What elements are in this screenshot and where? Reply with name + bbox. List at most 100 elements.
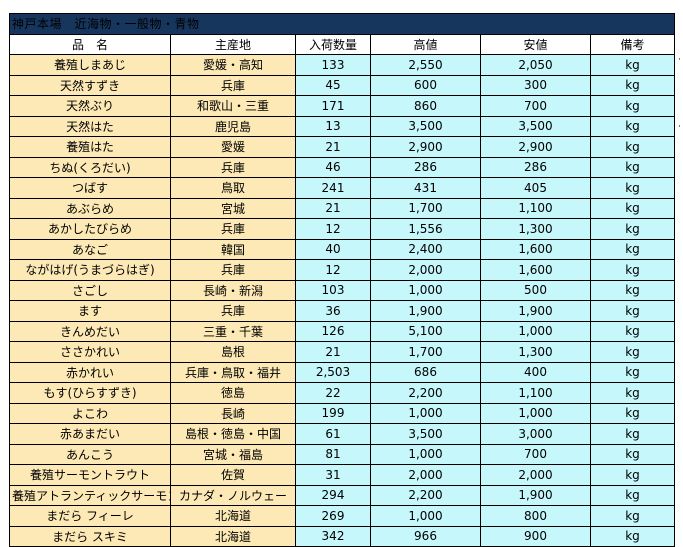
cell-name: あなご bbox=[9, 238, 171, 260]
cell-name: さごし bbox=[9, 279, 171, 301]
market-price-table: 神戸本場 近海物・一般物・青物 品 名 主産地 入荷数量 高値 安値 備考 養殖… bbox=[8, 13, 676, 547]
cell-origin: 北海道 bbox=[170, 505, 296, 527]
cell-quantity: 133 bbox=[295, 54, 371, 76]
cell-remarks: kg bbox=[589, 505, 676, 527]
cell-name: ささかれい bbox=[9, 341, 171, 363]
cell-origin: 兵庫 bbox=[170, 259, 296, 281]
cell-remarks: kg bbox=[589, 443, 676, 465]
cell-remarks: kg bbox=[589, 525, 676, 547]
cell-quantity: 241 bbox=[295, 177, 371, 199]
cell-quantity: 269 bbox=[295, 505, 371, 527]
cell-low-price: 1,900 bbox=[480, 484, 591, 506]
cell-quantity: 36 bbox=[295, 300, 371, 322]
cell-remarks: kg bbox=[589, 115, 676, 137]
cell-name: 天然すずき bbox=[9, 74, 171, 96]
table-row: あなご 韓国 40 2,400 1,600 kg bbox=[9, 238, 676, 260]
cell-origin: 島根・徳島・中国 bbox=[170, 423, 296, 445]
price-sheet: 神戸本場 近海物・一般物・青物 品 名 主産地 入荷数量 高値 安値 備考 養殖… bbox=[8, 13, 676, 547]
cell-high-price: 2,200 bbox=[370, 484, 481, 506]
table-row: ます 兵庫 36 1,900 1,900 kg bbox=[9, 300, 676, 322]
cell-high-price: 2,000 bbox=[370, 259, 481, 281]
cell-origin: 鳥取 bbox=[170, 177, 296, 199]
cell-quantity: 21 bbox=[295, 197, 371, 219]
cell-high-price: 3,500 bbox=[370, 423, 481, 445]
cell-name: 天然はた bbox=[9, 115, 171, 137]
cell-name: 養殖サーモントラウト bbox=[9, 464, 171, 486]
cell-low-price: 2,000 bbox=[480, 464, 591, 486]
cell-high-price: 286 bbox=[370, 156, 481, 178]
table-body: 養殖しまあじ 愛媛・高知 133 2,550 2,050 kg 天然すずき 兵庫 45 600 30… bbox=[9, 54, 676, 547]
cell-name: まだら スキミ bbox=[9, 525, 171, 547]
cell-origin: 長崎 bbox=[170, 402, 296, 424]
table-row: 養殖はた 愛媛 21 2,900 2,900 kg bbox=[9, 136, 676, 158]
cell-high-price: 966 bbox=[370, 525, 481, 547]
cell-origin: 宮城 bbox=[170, 197, 296, 219]
cell-name: もす(ひらすずき) bbox=[9, 382, 171, 404]
cell-quantity: 103 bbox=[295, 279, 371, 301]
table-row: つばす 鳥取 241 431 405 kg bbox=[9, 177, 676, 199]
table-row: 養殖サーモントラウト 佐賀 31 2,000 2,000 kg bbox=[9, 464, 676, 486]
cell-low-price: 2,900 bbox=[480, 136, 591, 158]
table-row: あかしたびらめ 兵庫 12 1,556 1,300 kg bbox=[9, 218, 676, 240]
cell-name: ながはげ(うまづらはぎ) bbox=[9, 259, 171, 281]
table-row: ながはげ(うまづらはぎ) 兵庫 12 2,000 1,600 kg bbox=[9, 259, 676, 281]
header-row: 品 名 主産地 入荷数量 高値 安値 備考 bbox=[9, 33, 676, 55]
cell-origin: 兵庫 bbox=[170, 218, 296, 240]
header-high-price: 高値 bbox=[370, 33, 481, 55]
cell-name: あかしたびらめ bbox=[9, 218, 171, 240]
table-title: 神戸本場 近海物・一般物・青物 bbox=[8, 13, 676, 35]
cell-high-price: 1,900 bbox=[370, 300, 481, 322]
table-row: あんこう 宮城・福島 81 1,000 700 kg bbox=[9, 443, 676, 465]
cell-low-price: 1,300 bbox=[480, 341, 591, 363]
cell-name: 天然ぶり bbox=[9, 95, 171, 117]
cell-name: つばす bbox=[9, 177, 171, 199]
cell-remarks: kg bbox=[589, 484, 676, 506]
cell-low-price: 1,100 bbox=[480, 197, 591, 219]
cell-low-price: 3,000 bbox=[480, 423, 591, 445]
cell-high-price: 860 bbox=[370, 95, 481, 117]
cell-low-price: 286 bbox=[480, 156, 591, 178]
cell-high-price: 686 bbox=[370, 361, 481, 383]
cell-high-price: 2,000 bbox=[370, 464, 481, 486]
title-row: 神戸本場 近海物・一般物・青物 bbox=[8, 13, 676, 35]
table-row: あぶらめ 宮城 21 1,700 1,100 kg bbox=[9, 197, 676, 219]
cell-quantity: 22 bbox=[295, 382, 371, 404]
table-row: 天然はた 鹿児島 13 3,500 3,500 kg bbox=[9, 115, 676, 137]
cell-remarks: kg bbox=[589, 177, 676, 199]
cell-origin: 愛媛・高知 bbox=[170, 54, 296, 76]
table-row: 養殖しまあじ 愛媛・高知 133 2,550 2,050 kg bbox=[9, 54, 676, 76]
header-remarks: 備考 bbox=[589, 33, 676, 55]
cell-name: きんめだい bbox=[9, 320, 171, 342]
cell-origin: 兵庫 bbox=[170, 300, 296, 322]
cell-low-price: 400 bbox=[480, 361, 591, 383]
cell-high-price: 1,000 bbox=[370, 505, 481, 527]
cell-origin: 愛媛 bbox=[170, 136, 296, 158]
cell-quantity: 13 bbox=[295, 115, 371, 137]
cell-low-price: 405 bbox=[480, 177, 591, 199]
cell-origin: 和歌山・三重 bbox=[170, 95, 296, 117]
table-row: 赤あまだい 島根・徳島・中国 61 3,500 3,000 kg bbox=[9, 423, 676, 445]
cell-name: あんこう bbox=[9, 443, 171, 465]
cell-quantity: 81 bbox=[295, 443, 371, 465]
cell-high-price: 3,500 bbox=[370, 115, 481, 137]
cell-low-price: 1,600 bbox=[480, 238, 591, 260]
cell-quantity: 126 bbox=[295, 320, 371, 342]
cell-high-price: 2,200 bbox=[370, 382, 481, 404]
cell-origin: 佐賀 bbox=[170, 464, 296, 486]
cell-remarks: kg bbox=[589, 382, 676, 404]
cell-remarks: kg bbox=[589, 341, 676, 363]
cell-high-price: 1,700 bbox=[370, 197, 481, 219]
table-row: まだら スキミ 北海道 342 966 900 kg bbox=[9, 525, 676, 547]
cell-high-price: 1,700 bbox=[370, 341, 481, 363]
cell-low-price: 300 bbox=[480, 74, 591, 96]
cell-remarks: kg bbox=[589, 423, 676, 445]
cell-quantity: 46 bbox=[295, 156, 371, 178]
cell-origin: 三重・千葉 bbox=[170, 320, 296, 342]
table-row: 養殖アトランティックサーモン カナダ・ノルウェー 294 2,200 1,900 kg bbox=[9, 484, 676, 506]
cell-remarks: kg bbox=[589, 279, 676, 301]
cell-origin: 北海道 bbox=[170, 525, 296, 547]
cell-origin: 長崎・新潟 bbox=[170, 279, 296, 301]
cell-remarks: kg bbox=[589, 300, 676, 322]
cell-low-price: 800 bbox=[480, 505, 591, 527]
cell-high-price: 5,100 bbox=[370, 320, 481, 342]
